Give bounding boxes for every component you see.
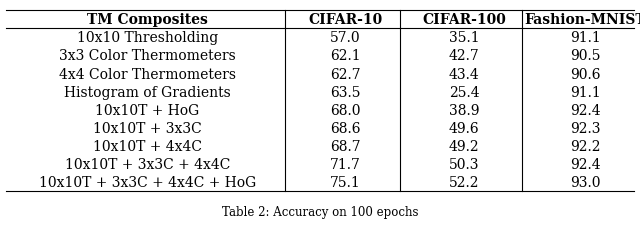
Text: Histogram of Gradients: Histogram of Gradients	[64, 85, 230, 99]
Text: 75.1: 75.1	[330, 175, 361, 189]
Text: 52.2: 52.2	[449, 175, 479, 189]
Text: 10x10T + 3x3C + 4x4C: 10x10T + 3x3C + 4x4C	[65, 157, 230, 171]
Text: 10x10T + 4x4C: 10x10T + 4x4C	[93, 139, 202, 153]
Text: CIFAR-10: CIFAR-10	[308, 13, 383, 27]
Text: TM Composites: TM Composites	[87, 13, 207, 27]
Text: 4x4 Color Thermometers: 4x4 Color Thermometers	[59, 67, 236, 81]
Text: 92.2: 92.2	[570, 139, 601, 153]
Text: 63.5: 63.5	[330, 85, 361, 99]
Text: 91.1: 91.1	[570, 85, 601, 99]
Text: 10x10 Thresholding: 10x10 Thresholding	[77, 31, 218, 45]
Text: 43.4: 43.4	[449, 67, 479, 81]
Text: 35.1: 35.1	[449, 31, 479, 45]
Text: 90.6: 90.6	[570, 67, 601, 81]
Text: 92.4: 92.4	[570, 157, 601, 171]
Text: 68.0: 68.0	[330, 103, 361, 117]
Text: 42.7: 42.7	[449, 49, 479, 63]
Text: 3x3 Color Thermometers: 3x3 Color Thermometers	[59, 49, 236, 63]
Text: 71.7: 71.7	[330, 157, 361, 171]
Text: 62.7: 62.7	[330, 67, 361, 81]
Text: CIFAR-100: CIFAR-100	[422, 13, 506, 27]
Text: 90.5: 90.5	[570, 49, 601, 63]
Text: 92.3: 92.3	[570, 121, 601, 135]
Text: 49.2: 49.2	[449, 139, 479, 153]
Text: 68.7: 68.7	[330, 139, 361, 153]
Text: 68.6: 68.6	[330, 121, 361, 135]
Text: 49.6: 49.6	[449, 121, 479, 135]
Text: 92.4: 92.4	[570, 103, 601, 117]
Text: 10x10T + 3x3C: 10x10T + 3x3C	[93, 121, 202, 135]
Text: 91.1: 91.1	[570, 31, 601, 45]
Text: 10x10T + 3x3C + 4x4C + HoG: 10x10T + 3x3C + 4x4C + HoG	[38, 175, 256, 189]
Text: Table 2: Accuracy on 100 epochs: Table 2: Accuracy on 100 epochs	[221, 205, 419, 218]
Text: 25.4: 25.4	[449, 85, 479, 99]
Text: 93.0: 93.0	[570, 175, 601, 189]
Text: 50.3: 50.3	[449, 157, 479, 171]
Text: Fashion-MNIST: Fashion-MNIST	[525, 13, 640, 27]
Text: 62.1: 62.1	[330, 49, 361, 63]
Text: 10x10T + HoG: 10x10T + HoG	[95, 103, 199, 117]
Text: 38.9: 38.9	[449, 103, 479, 117]
Text: 57.0: 57.0	[330, 31, 361, 45]
